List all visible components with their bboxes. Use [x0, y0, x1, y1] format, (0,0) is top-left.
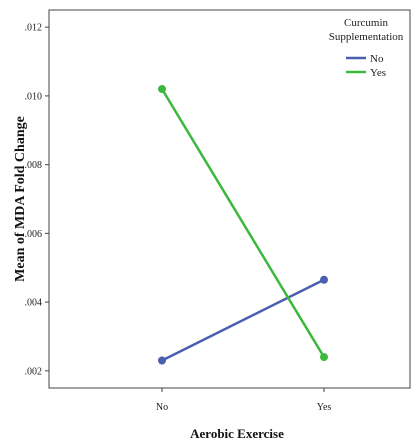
y-tick-label: .012: [25, 23, 43, 34]
x-axis-ticks: No Yes: [156, 388, 331, 413]
plot-frame: [48, 9, 411, 389]
y-tick-label: .006: [25, 229, 43, 240]
x-tick-label: No: [156, 402, 168, 413]
legend-title-line-2: Supplementation: [329, 31, 404, 43]
legend-label-yes: Yes: [370, 67, 386, 79]
legend: Curcumin Supplementation No Yes: [329, 17, 404, 79]
legend-items: No Yes: [346, 53, 386, 79]
y-tick-label: .004: [25, 298, 43, 309]
series-line-yes: [160, 88, 326, 358]
data-point-no: [320, 275, 328, 284]
data-point-no: [158, 356, 166, 365]
legend-title-line-1: Curcumin: [344, 17, 388, 29]
data-point-yes: [320, 353, 328, 362]
data-point-yes: [158, 85, 166, 94]
legend-label-no: No: [370, 53, 384, 65]
y-tick-label: .008: [25, 160, 43, 171]
series-layer: [158, 85, 328, 365]
x-axis-title: Aerobic Exercise: [190, 426, 284, 441]
x-tick-label: Yes: [317, 402, 332, 413]
series-line-no: [161, 278, 325, 362]
y-axis-title: Mean of MDA Fold Change: [13, 116, 28, 282]
y-axis-ticks: .002 .004 .006 .008 .010 .012: [25, 23, 49, 377]
y-tick-label: .010: [25, 91, 43, 102]
y-tick-label: .002: [25, 366, 43, 377]
